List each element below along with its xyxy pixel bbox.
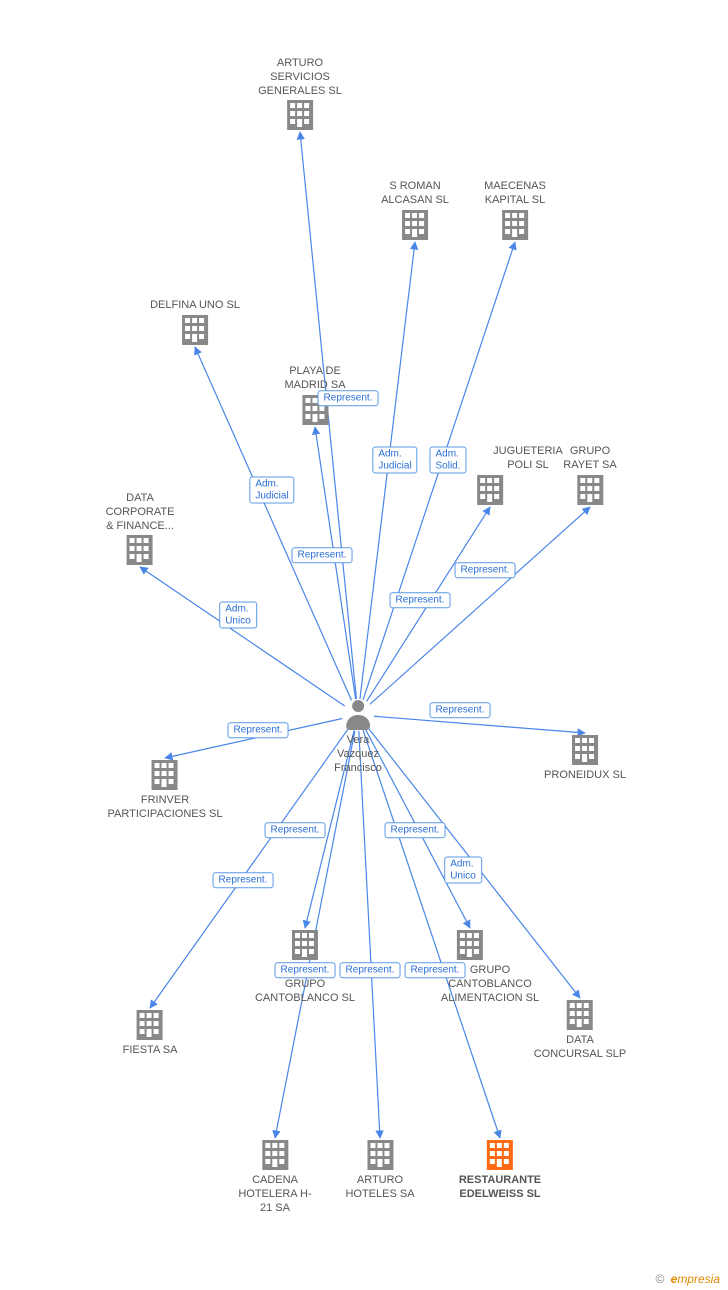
edge-label: Represent. [228, 722, 289, 738]
edge [367, 507, 490, 701]
node-arturo_sg: ARTURO SERVICIOS GENERALES SL [258, 57, 342, 132]
node-fiesta: FIESTA SA [123, 1010, 178, 1058]
building-icon [567, 1000, 593, 1030]
edge [360, 242, 415, 699]
center-label: Vera Vazquez Francisco [334, 734, 382, 775]
edge [165, 718, 342, 758]
edge-label: Represent. [265, 822, 326, 838]
node-label: FIESTA SA [123, 1044, 178, 1058]
node-gruporayet: GRUPO RAYET SA [563, 445, 616, 507]
node-label: ARTURO GRUPO CANTOBLANCO SL [255, 964, 355, 1005]
edge-label: Represent. [385, 822, 446, 838]
node-label: CADENA HOTELERA H- 21 SA [238, 1174, 311, 1215]
edge-label: Adm. Unico [219, 602, 257, 629]
building-icon [402, 210, 428, 240]
edge [140, 567, 345, 706]
node-data_corp: DATA CORPORATE & FINANCE... [106, 492, 175, 567]
node-label: ARTURO HOTELES SA [345, 1174, 414, 1202]
node-proneidux: PRONEIDUX SL [544, 735, 626, 783]
center-person: Vera Vazquez Francisco [334, 700, 382, 775]
node-label: RESTAURANTE EDELWEISS SL [459, 1174, 541, 1202]
edge-label: Adm. Judicial [249, 477, 294, 504]
building-icon [287, 100, 313, 130]
node-s_roman: S ROMAN ALCASAN SL [381, 180, 449, 242]
building-icon [292, 930, 318, 960]
building-icon [367, 1140, 393, 1170]
edge-label: Represent. [455, 562, 516, 578]
building-icon [457, 930, 483, 960]
building-icon [182, 315, 208, 345]
node-maecenas: MAECENAS KAPITAL SL [484, 180, 546, 242]
node-label: PRONEIDUX SL [544, 769, 626, 783]
node-label: DATA CONCURSAL SLP [534, 1034, 627, 1062]
edge [370, 507, 590, 704]
edge-label: Represent. [390, 592, 451, 608]
node-jugueteria: JUGUETERIA POLI SL [455, 445, 525, 507]
building-icon [152, 760, 178, 790]
edge-label: Represent. [213, 872, 274, 888]
edges-layer [0, 0, 728, 1290]
node-data_conc: DATA CONCURSAL SLP [534, 1000, 627, 1062]
node-arturo_ht: ARTURO HOTELES SA [345, 1140, 414, 1202]
building-icon [137, 1010, 163, 1040]
building-icon [577, 475, 603, 505]
copyright-symbol: © [655, 1272, 664, 1286]
building-icon [302, 395, 328, 425]
edge [374, 716, 585, 733]
edge-label: Adm. Judicial [372, 447, 417, 474]
building-icon [502, 210, 528, 240]
node-playa: PLAYA DE MADRID SA [284, 365, 345, 427]
person-icon [345, 700, 371, 730]
node-delfina: DELFINA UNO SL [150, 299, 240, 347]
node-grupo_cb: GRUPO CANTOBLANCO ALIMENTACION SL [421, 930, 519, 1005]
node-frinver: FRINVER PARTICIPACIONES SL [108, 760, 223, 822]
node-label: GRUPO CANTOBLANCO ALIMENTACION SL [441, 964, 539, 1005]
node-label: S ROMAN ALCASAN SL [381, 180, 449, 208]
node-label: PLAYA DE MADRID SA [284, 365, 345, 393]
node-label: DATA CORPORATE & FINANCE... [106, 492, 175, 533]
building-icon [572, 735, 598, 765]
edge [359, 731, 380, 1138]
node-label: MAECENAS KAPITAL SL [484, 180, 546, 208]
node-arturo_gc: ARTURO GRUPO CANTOBLANCO SL [255, 930, 355, 1005]
edge-label: Represent. [292, 547, 353, 563]
node-cadena: CADENA HOTELERA H- 21 SA [238, 1140, 311, 1215]
node-label: ARTURO SERVICIOS GENERALES SL [258, 57, 342, 98]
node-label: FRINVER PARTICIPACIONES SL [108, 794, 223, 822]
node-label: GRUPO RAYET SA [563, 445, 616, 473]
edge-label: Adm. Unico [444, 857, 482, 884]
brand: empresia [671, 1272, 720, 1286]
building-icon [477, 475, 503, 505]
footer: © empresia [655, 1272, 720, 1286]
node-restaurante: RESTAURANTE EDELWEISS SL [459, 1140, 541, 1202]
node-label: JUGUETERIA POLI SL [493, 445, 563, 473]
node-label: DELFINA UNO SL [150, 299, 240, 313]
building-icon [127, 535, 153, 565]
building-icon [487, 1140, 513, 1170]
edge [315, 427, 356, 699]
edge-label: Represent. [430, 702, 491, 718]
building-icon [262, 1140, 288, 1170]
